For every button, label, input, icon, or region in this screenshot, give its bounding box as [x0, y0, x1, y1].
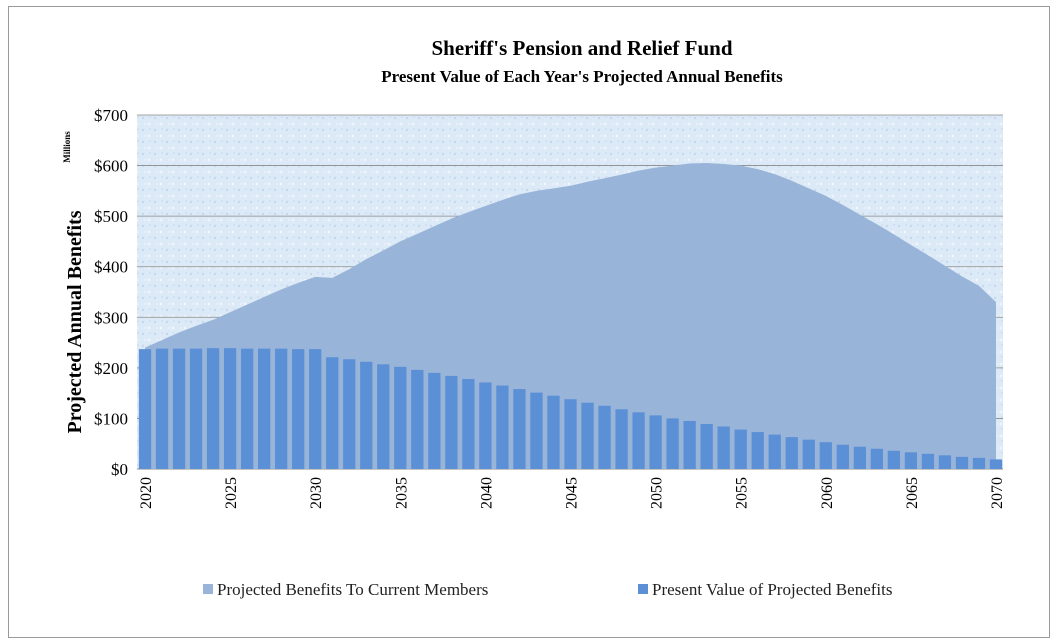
bar-2041: [496, 385, 509, 469]
bar-2034: [377, 364, 390, 469]
chart-subtitle: Present Value of Each Year's Projected A…: [381, 67, 783, 86]
legend-label-present-value: Present Value of Projected Benefits: [652, 580, 892, 599]
y-tick-label-300: $300: [94, 308, 128, 327]
bar-2047: [598, 405, 611, 469]
chart-frame: Sheriff's Pension and Relief Fund Presen…: [8, 6, 1050, 638]
bar-2046: [581, 402, 594, 469]
bar-2031: [326, 357, 339, 469]
bar-2059: [802, 439, 815, 469]
bar-2058: [785, 437, 798, 469]
legend: Projected Benefits To Current Members Pr…: [203, 580, 892, 599]
bar-2033: [360, 361, 373, 469]
bar-2037: [428, 372, 441, 469]
x-tick-label-2065: 2065: [904, 477, 921, 509]
bar-2060: [819, 442, 832, 469]
y-axis-ticks: $0 $100 $200 $300 $400 $500 $600 $700: [94, 106, 128, 479]
bar-2042: [513, 389, 526, 469]
bar-2044: [547, 395, 560, 469]
y-tick-label-400: $400: [94, 258, 128, 277]
bar-2020: [138, 349, 152, 469]
bar-2027: [258, 348, 271, 469]
bar-2070: [989, 459, 1003, 469]
bar-2064: [887, 450, 901, 469]
bar-2030: [309, 349, 322, 469]
bar-2061: [836, 444, 849, 469]
bar-2032: [343, 359, 356, 469]
bar-2050: [649, 415, 662, 469]
bar-2069: [972, 457, 986, 469]
legend-label-projected-benefits: Projected Benefits To Current Members: [217, 580, 488, 599]
y-tick-label-700: $700: [94, 106, 128, 125]
bar-2025: [223, 348, 237, 469]
bar-2028: [275, 348, 288, 469]
y-units-label: Millions: [62, 131, 72, 163]
legend-swatch-present-value: [638, 584, 648, 594]
bar-2040: [479, 382, 492, 469]
x-tick-label-2050: 2050: [649, 477, 666, 509]
x-tick-label-2055: 2055: [734, 477, 751, 509]
bar-2051: [666, 418, 679, 469]
bar-2024: [206, 348, 220, 469]
bar-2056: [751, 432, 764, 469]
bar-2055: [734, 429, 747, 469]
bar-2053: [700, 423, 713, 469]
x-tick-label-2035: 2035: [393, 477, 410, 509]
bar-2038: [445, 375, 458, 469]
bar-2067: [938, 455, 952, 469]
bar-2054: [717, 426, 730, 469]
bar-2026: [240, 348, 254, 469]
bar-2057: [768, 434, 781, 469]
y-axis-label: Projected Annual Benefits: [64, 210, 86, 433]
bar-2021: [155, 348, 169, 469]
y-tick-label-500: $500: [94, 207, 128, 226]
bar-2062: [853, 446, 866, 469]
x-tick-label-2045: 2045: [564, 477, 581, 509]
bar-2052: [683, 420, 696, 469]
bar-series: [138, 348, 1003, 469]
bar-2039: [462, 378, 475, 469]
legend-swatch-projected-benefits: [203, 584, 213, 594]
bar-2066: [921, 453, 935, 469]
bar-2068: [955, 456, 969, 469]
y-tick-label-0: $0: [111, 460, 128, 479]
x-tick-label-2030: 2030: [308, 477, 325, 509]
x-tick-label-2025: 2025: [223, 477, 240, 509]
chart-title: Sheriff's Pension and Relief Fund: [431, 36, 732, 60]
bar-2063: [870, 448, 883, 469]
bar-2023: [189, 348, 203, 469]
bar-2065: [904, 452, 918, 469]
x-tick-label-2070: 2070: [989, 477, 1006, 509]
area-projected-benefits: [145, 163, 996, 470]
y-tick-label-600: $600: [94, 157, 128, 176]
bar-2022: [172, 348, 186, 469]
bar-2043: [530, 392, 543, 469]
chart-svg: Sheriff's Pension and Relief Fund Presen…: [62, 36, 1006, 599]
bar-2036: [411, 369, 424, 469]
y-tick-label-200: $200: [94, 359, 128, 378]
bar-2045: [564, 399, 577, 469]
y-tick-label-100: $100: [94, 409, 128, 428]
area-series: [145, 163, 996, 470]
bar-2048: [615, 409, 628, 469]
x-tick-label-2020: 2020: [138, 477, 155, 509]
x-tick-label-2060: 2060: [819, 477, 836, 509]
x-tick-label-2040: 2040: [478, 477, 495, 509]
x-axis-ticks: 2020 2025 2030 2035 2040 2045 2050 2055 2060 2065…: [138, 477, 1006, 509]
bar-2029: [292, 349, 305, 469]
bar-2035: [394, 366, 407, 469]
bar-2049: [632, 412, 645, 469]
